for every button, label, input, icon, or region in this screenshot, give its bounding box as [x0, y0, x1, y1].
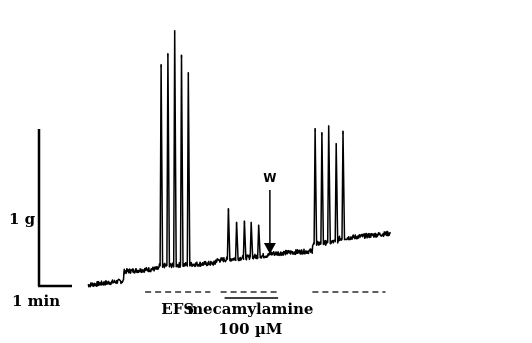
y-scale-label: 1 g	[9, 210, 36, 228]
washout-arrow-head	[263, 243, 276, 254]
period-sublabel-2: 100 µM	[218, 320, 282, 338]
tension-trace-line	[87, 29, 392, 288]
period-label-1: EFS	[161, 300, 194, 318]
period-label-2: mecamylamine	[187, 300, 313, 318]
washout-label: W	[263, 171, 276, 185]
x-scale-label: 1 min	[12, 292, 60, 310]
